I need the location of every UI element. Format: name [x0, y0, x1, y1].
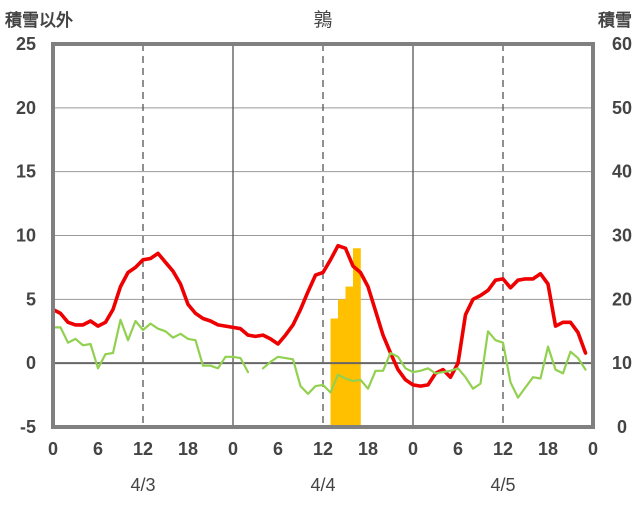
y-tick-label-left: 15 [16, 162, 36, 182]
y-tick-label-right: 40 [612, 162, 632, 182]
y-tick-label-left: 25 [16, 34, 36, 54]
plot-frame [51, 42, 595, 429]
y-tick-label-right: 60 [612, 34, 632, 54]
x-tick-label: 0 [48, 439, 58, 459]
x-tick-label: 0 [408, 439, 418, 459]
y-tick-label-left: 0 [26, 353, 36, 373]
other-series-line [51, 318, 250, 374]
x-tick-label: 18 [358, 439, 378, 459]
snow-bar [330, 318, 339, 427]
x-tick-label: 18 [178, 439, 198, 459]
date-label: 4/3 [130, 475, 155, 495]
x-tick-label: 0 [588, 439, 598, 459]
y-tick-label-right: 20 [612, 289, 632, 309]
x-tick-label: 6 [93, 439, 103, 459]
y-tick-label-right: 10 [612, 353, 632, 373]
snow-bar [345, 286, 354, 427]
snow-bars-layer [330, 248, 361, 427]
other-series-line [261, 330, 587, 399]
snow-bar [353, 248, 361, 427]
y-tick-label-right: 50 [612, 98, 632, 118]
x-tick-label: 6 [273, 439, 283, 459]
y-tick-label-right: 30 [612, 226, 632, 246]
y-tick-label-left: -5 [20, 417, 36, 437]
y-tick-label-left: 5 [26, 289, 36, 309]
temperature-series-line [51, 243, 588, 388]
x-tick-label: 0 [228, 439, 238, 459]
grid-layer [53, 44, 593, 427]
x-tick-label: 12 [313, 439, 333, 459]
y-tick-label-left: 10 [16, 226, 36, 246]
x-tick-label: 12 [493, 439, 513, 459]
date-label: 4/5 [490, 475, 515, 495]
y-axis-label-left: 積雪以外 [5, 10, 73, 30]
chart-title: 鶉 [313, 9, 332, 31]
x-tick-label: 18 [538, 439, 558, 459]
y-axis-label-right: 積雪 [598, 10, 632, 30]
x-tick-label: 12 [133, 439, 153, 459]
y-tick-label-right: 0 [617, 417, 627, 437]
date-label: 4/4 [310, 475, 335, 495]
y-tick-label-left: 20 [16, 98, 36, 118]
plot-frame-layer [51, 42, 595, 429]
x-tick-label: 6 [453, 439, 463, 459]
